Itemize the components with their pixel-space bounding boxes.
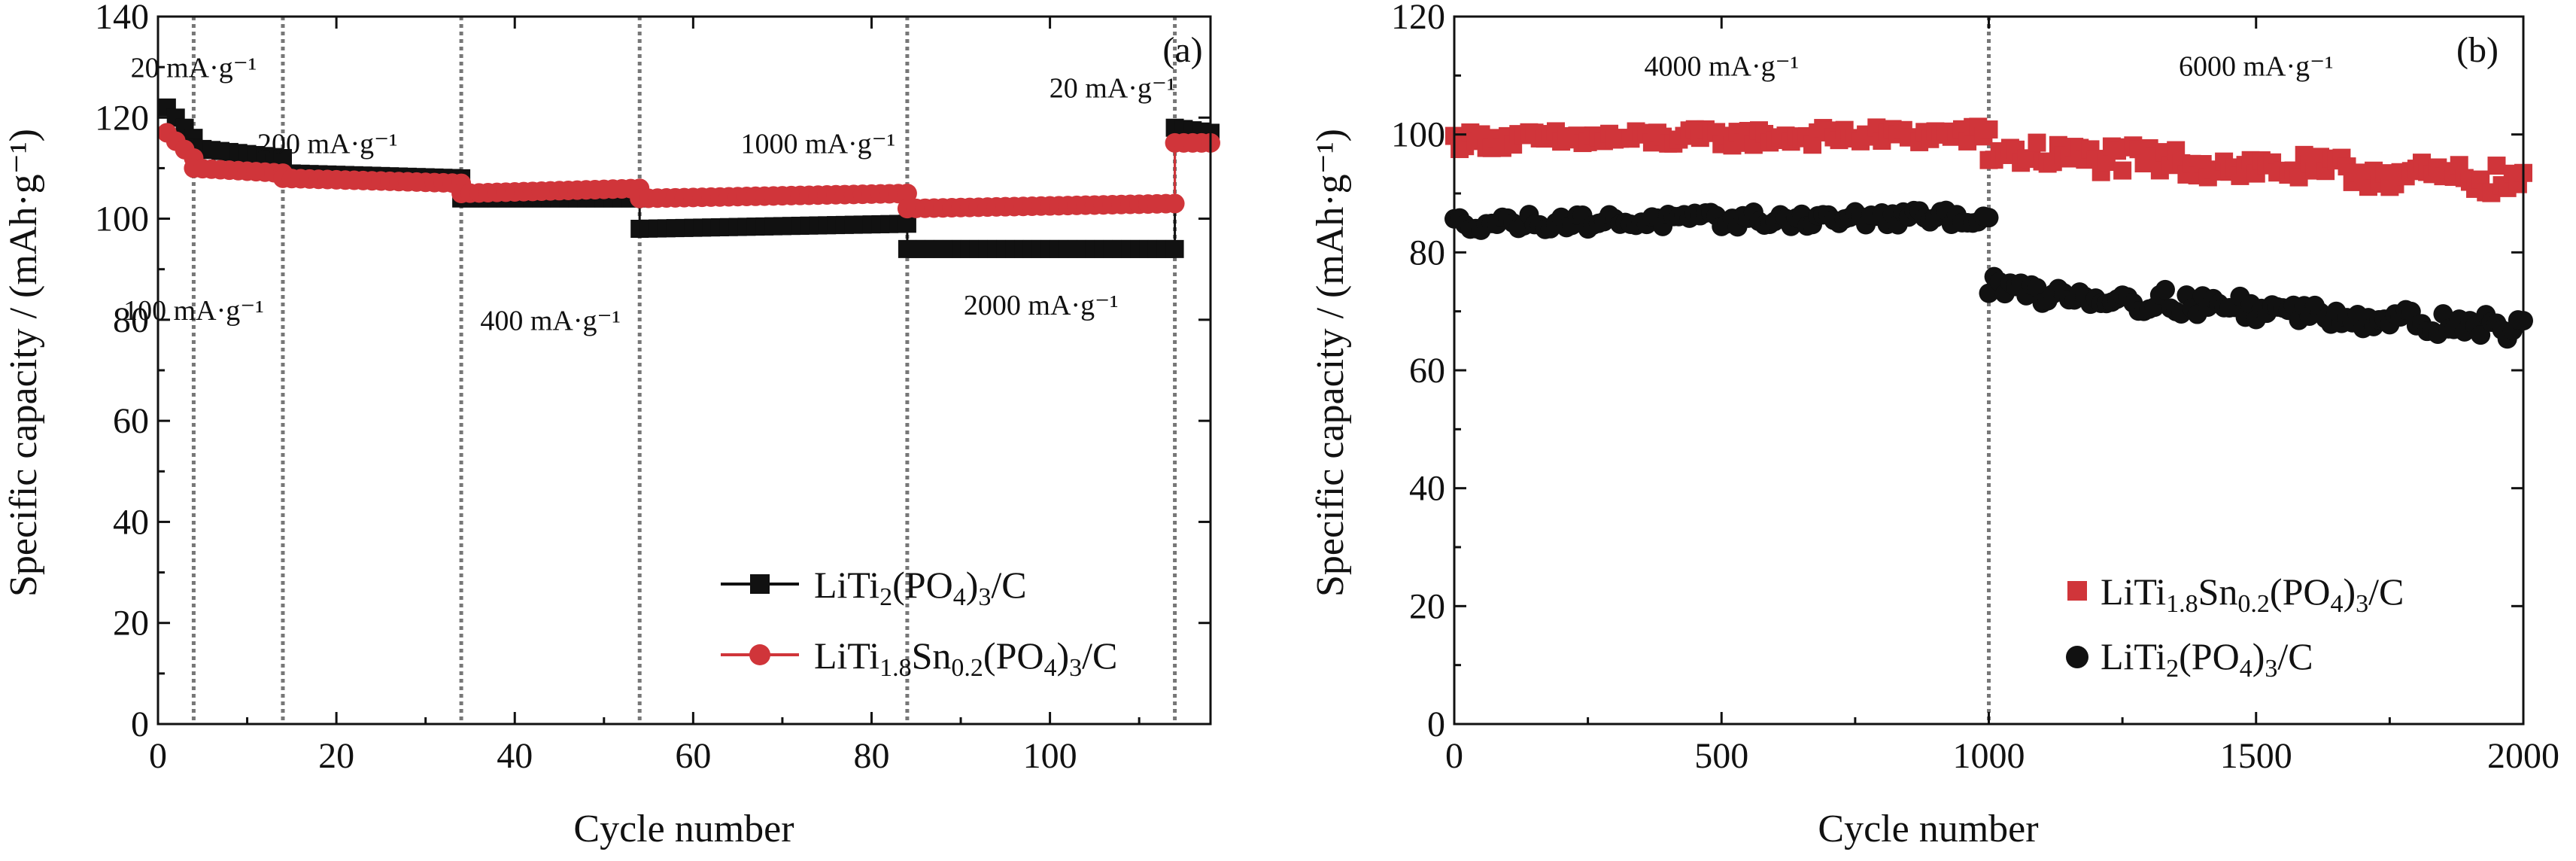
series-b-1 [1445, 117, 2532, 202]
data-point [1165, 193, 1185, 214]
legend-item-b-1: LiTi1.8Sn0.2(PO4)3/C [2067, 570, 2404, 618]
y-tick-label-b: 60 [1409, 351, 1445, 391]
x-tick-label-a: 20 [318, 736, 354, 776]
y-tick-label-b: 80 [1409, 233, 1445, 272]
chart-panel-b: 0 500 1000 1500 2000 0 20 40 60 80 100 120 Cycle nu… [1309, 0, 2559, 850]
y-tick-label-a: 100 [95, 199, 149, 239]
chart-panel-a: 0 20 40 60 80 100 0 20 40 60 80 100 120 140 Cycle num… [2, 0, 1220, 850]
legend-label-a-1: LiTi2(PO4)3/C [814, 564, 1027, 611]
y-tick-label-b: 120 [1391, 0, 1445, 37]
series-b-2 [1444, 200, 2533, 349]
legend-label-a-2: LiTi1.8Sn0.2(PO4)3/C [814, 634, 1117, 682]
rate-label-a-4: 400 mA·g⁻¹ [480, 305, 621, 336]
y-tick-label-b: 20 [1409, 586, 1445, 626]
legend-item-a-2: LiTi1.8Sn0.2(PO4)3/C [721, 634, 1117, 682]
rate-label-b-2: 6000 mA·g⁻¹ [2179, 50, 2334, 82]
legend-marker-b-2 [2066, 646, 2088, 668]
rate-label-a-7: 20 mA·g⁻¹ [1050, 72, 1176, 104]
legend-marker-a-1 [750, 574, 770, 594]
x-tick-label-a: 0 [149, 736, 167, 776]
legend-marker-a-2 [749, 644, 770, 665]
rate-label-a-6: 2000 mA·g⁻¹ [964, 290, 1119, 321]
y-tick-label-a: 120 [95, 98, 149, 138]
y-tick-label-a: 80 [113, 300, 149, 340]
y-tick-label-b: 0 [1427, 704, 1445, 744]
panel-label-a: (a) [1162, 30, 1202, 70]
legend-a: LiTi2(PO4)3/C LiTi1.8Sn0.2(PO4)3/C [721, 564, 1117, 682]
annotations-b: 4000 mA·g⁻¹ 6000 mA·g⁻¹ [1644, 50, 2333, 82]
y-axis-title-b: Specific capacity / (mAh·g⁻¹) [1309, 129, 1352, 597]
y-tick-label-a: 60 [113, 401, 149, 441]
legend-label-b-1: LiTi1.8Sn0.2(PO4)3/C [2101, 570, 2404, 618]
y-tick-label-a: 40 [113, 502, 149, 542]
rate-label-a-1: 20 mA·g⁻¹ [131, 53, 257, 84]
series-a-2 [156, 123, 1220, 219]
rate-label-a-3: 200 mA·g⁻¹ [257, 128, 398, 160]
x-axis-title-a: Cycle number [573, 808, 794, 850]
plot-area-b [1444, 17, 2533, 724]
data-point [1979, 208, 1999, 228]
x-tick-label-a: 40 [497, 736, 533, 776]
axes-b: 0 500 1000 1500 2000 0 20 40 60 80 100 120 [1391, 0, 2559, 776]
rate-label-a-5: 1000 mA·g⁻¹ [741, 128, 896, 160]
y-tick-label-a: 20 [113, 604, 149, 643]
data-point [2028, 133, 2046, 152]
legend-label-b-2: LiTi2(PO4)3/C [2101, 635, 2313, 683]
data-point [2113, 161, 2132, 180]
plot-area-a [156, 17, 1220, 724]
rate-label-b-1: 4000 mA·g⁻¹ [1644, 50, 1799, 82]
x-axis-title-b: Cycle number [1818, 808, 2038, 850]
x-tick-label-a: 80 [853, 736, 889, 776]
data-point [2433, 304, 2453, 324]
rate-label-a-2: 100 mA·g⁻¹ [123, 295, 264, 327]
x-tick-label-b: 500 [1694, 736, 1748, 776]
x-tick-label-a: 100 [1023, 736, 1077, 776]
y-axis-title-a: Specific capacity / (mAh·g⁻¹) [2, 129, 45, 597]
data-point [1979, 120, 1998, 139]
legend-item-a-1: LiTi2(PO4)3/C [721, 564, 1027, 611]
x-tick-label-b: 1500 [2220, 736, 2292, 776]
data-point [1165, 239, 1184, 258]
y-tick-label-b: 40 [1409, 469, 1445, 509]
annotations-a: 20 mA·g⁻¹ 100 mA·g⁻¹ 200 mA·g⁻¹ 400 mA·g⁻¹ 1… [123, 53, 1175, 337]
panel-label-b: (b) [2456, 30, 2499, 70]
data-point [2471, 325, 2491, 345]
y-tick-label-a: 0 [131, 704, 149, 744]
y-tick-label-a: 140 [95, 0, 149, 37]
x-tick-label-a: 60 [675, 736, 711, 776]
axes-a: 0 20 40 60 80 100 0 20 40 60 80 100 120 140 [95, 0, 1212, 776]
x-tick-label-b: 1000 [1953, 736, 2025, 776]
legend-item-b-2: LiTi2(PO4)3/C [2066, 635, 2313, 683]
y-tick-label-b: 100 [1391, 115, 1445, 155]
data-point [897, 184, 917, 203]
x-tick-label-b: 0 [1445, 736, 1463, 776]
data-point [2027, 278, 2047, 298]
x-tick-label-b: 2000 [2487, 736, 2559, 776]
legend-b: LiTi1.8Sn0.2(PO4)3/C LiTi2(PO4)3/C [2066, 570, 2404, 683]
legend-marker-b-1 [2067, 581, 2087, 601]
plot-frame-a [156, 15, 1212, 726]
data-point [2487, 157, 2506, 175]
data-point [2155, 279, 2175, 300]
